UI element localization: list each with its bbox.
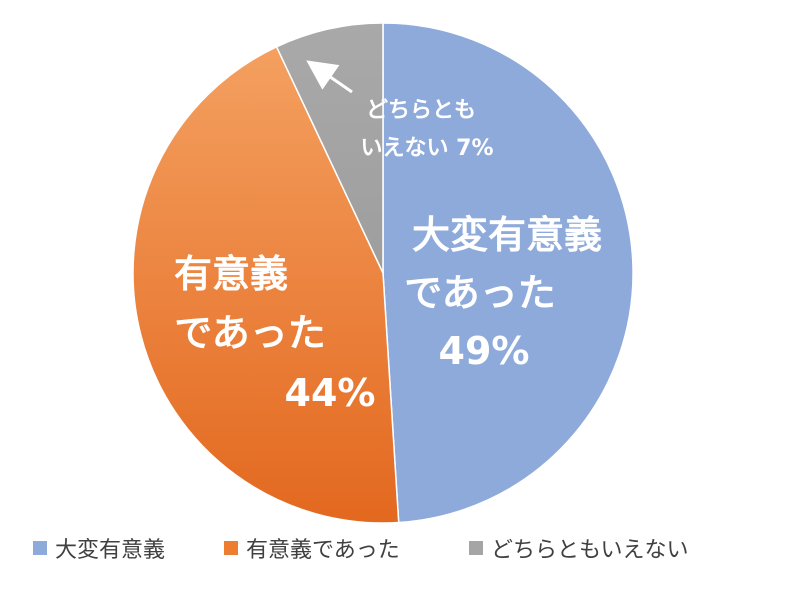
callout-arrow bbox=[306, 60, 353, 94]
slice-label-line: であった bbox=[174, 311, 326, 355]
slice-label-line: であった bbox=[404, 271, 556, 315]
pie-slice-neutral bbox=[275, 22, 384, 274]
slice-label-line: いえない 7% bbox=[360, 136, 493, 161]
slice-label-neutral: どちらとも いえない 7% bbox=[360, 98, 493, 161]
legend-item: 大変有意義 bbox=[33, 538, 165, 563]
legend-label: 有意義であった bbox=[246, 538, 400, 563]
slice-label-line: 大変有意義 bbox=[412, 213, 602, 257]
legend-label: 大変有意義 bbox=[55, 538, 165, 563]
legend-item: どちらともいえない bbox=[469, 538, 689, 563]
slice-label-very-meaningful: 大変有意義 であった 49% bbox=[404, 213, 602, 373]
legend-swatch bbox=[469, 541, 483, 555]
legend-swatch bbox=[224, 541, 238, 555]
slice-label-meaningful: 有意義 であった 44% bbox=[174, 252, 375, 415]
slice-label-value: 44% bbox=[285, 371, 376, 415]
slice-label-line: 有意義 bbox=[174, 252, 288, 296]
legend-item: 有意義であった bbox=[224, 538, 400, 563]
legend: 大変有意義 有意義であった どちらともいえない bbox=[33, 538, 689, 563]
pie-slices bbox=[132, 22, 634, 524]
pie-slice-very-meaningful bbox=[382, 22, 634, 524]
slice-label-value: 49% bbox=[439, 329, 530, 373]
legend-swatch bbox=[33, 541, 47, 555]
slice-label-line: どちらとも bbox=[366, 98, 476, 123]
legend-label: どちらともいえない bbox=[491, 538, 689, 563]
